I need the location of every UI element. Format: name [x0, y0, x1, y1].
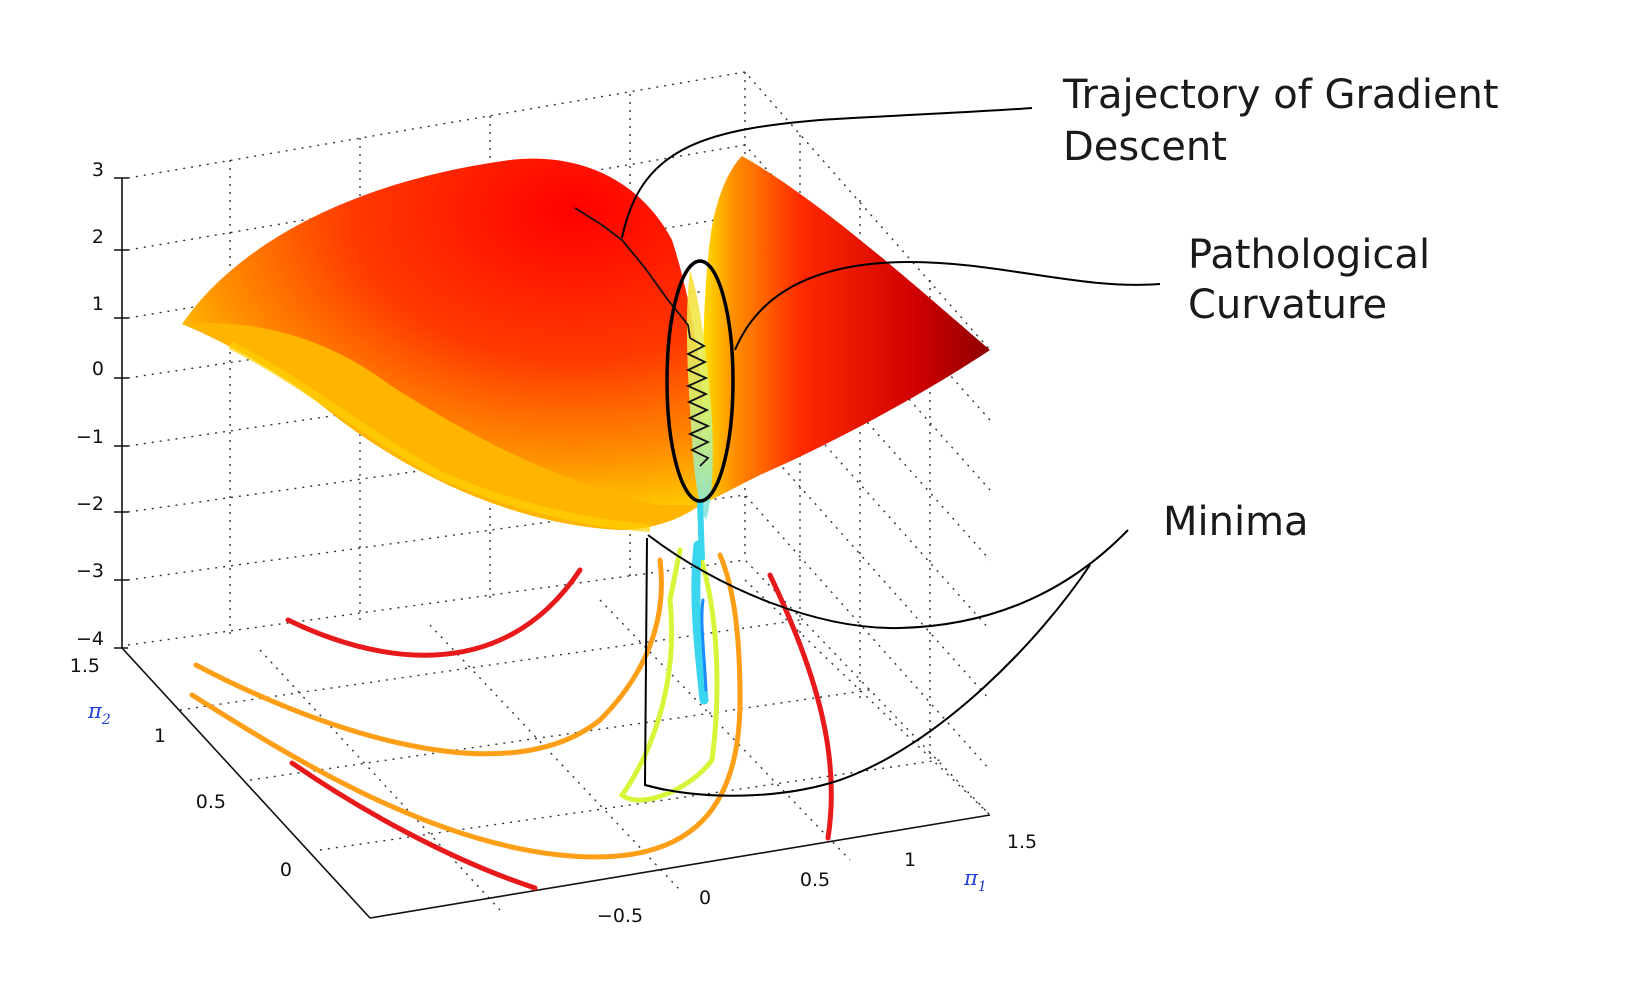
annotation-trajectory-line1: Trajectory of Gradient — [1062, 72, 1499, 118]
x1-axis-ticks: −0.5 0 0.5 1 1.5 — [597, 831, 1037, 927]
z-tick: 3 — [92, 159, 104, 181]
x2-tick: 0.5 — [196, 791, 226, 813]
annotation-trajectory-line2: Descent — [1063, 124, 1227, 170]
z-tick: 2 — [92, 226, 104, 248]
axes-lines — [114, 177, 991, 919]
z-tick: −3 — [76, 560, 104, 582]
z-tick: −1 — [76, 426, 104, 448]
z-axis-ticks: 3 2 1 0 −1 −2 −3 −4 — [76, 159, 104, 650]
contour-red-right — [767, 572, 834, 841]
z-tick: 1 — [92, 293, 104, 315]
minima-leader-upper — [647, 529, 1129, 630]
x1-tick: 1.5 — [1007, 831, 1037, 853]
contour-red-lower — [289, 760, 538, 891]
x2-tick: 1.5 — [70, 655, 100, 677]
x1-tick: −0.5 — [597, 905, 643, 927]
loss-surface — [182, 156, 990, 561]
surface-right-wing — [700, 156, 990, 505]
contour-orange-mid — [189, 552, 743, 860]
annotation-pathological-line1: Pathological — [1188, 232, 1430, 278]
surface-front-sheet — [182, 323, 700, 530]
x1-tick: 1 — [904, 849, 916, 871]
x2-axis-label: π2 — [87, 699, 111, 728]
contour-orange-outer — [193, 557, 664, 757]
gd-trajectory — [574, 207, 711, 467]
x1-axis-label: π1 — [963, 866, 987, 895]
x1-tick: 0 — [699, 887, 711, 909]
x2-tick: 0 — [280, 859, 292, 881]
annotation-minima: Minima — [1163, 499, 1309, 545]
minima-leader-lower — [644, 564, 1091, 797]
x2-axis-ticks: 1.5 1 0.5 0 — [70, 655, 292, 881]
curvature-ellipse — [665, 259, 735, 503]
z-tick: 0 — [92, 358, 104, 380]
annotation-pathological-line2: Curvature — [1188, 282, 1387, 328]
contour-red-upper — [285, 567, 583, 658]
contour-lines — [189, 540, 834, 891]
x2-tick: 1 — [154, 725, 166, 747]
surface-left-bowl — [182, 158, 707, 507]
contour-yellow — [618, 547, 720, 803]
curvature-leader — [734, 260, 1161, 351]
z-tick: −2 — [76, 493, 104, 515]
x1-tick: 0.5 — [800, 869, 830, 891]
z-tick: −4 — [76, 628, 104, 650]
trajectory-leader — [621, 107, 1033, 239]
contour-cyan — [691, 540, 709, 705]
leader-lines — [621, 107, 1161, 797]
